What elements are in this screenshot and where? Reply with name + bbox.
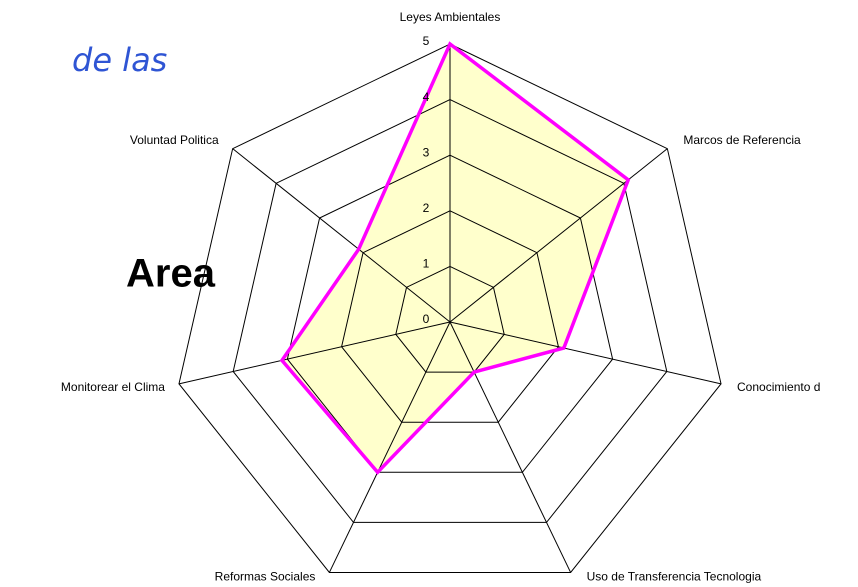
annotation: de las xyxy=(72,41,167,79)
axis-spoke xyxy=(449,321,572,573)
r-tick-label: 3 xyxy=(423,145,430,159)
category-label: Uso de Transferencia Tecnologia xyxy=(587,570,762,584)
r-tick-label: 1 xyxy=(423,257,430,271)
annotation: Area xyxy=(126,252,216,296)
grid-line xyxy=(395,265,505,373)
axis-spoke xyxy=(178,321,451,385)
category-label: Voluntad Politica xyxy=(130,133,219,147)
r-tick-label: 0 xyxy=(423,312,430,326)
grid-line xyxy=(232,99,668,523)
r-tick-label: 5 xyxy=(423,34,430,48)
category-label: Marcos de Referencia xyxy=(683,133,801,147)
axis-spoke xyxy=(328,321,451,573)
category-label: Conocimiento d xyxy=(737,380,820,394)
axis-spoke xyxy=(449,321,722,385)
axis-spoke xyxy=(449,148,668,323)
category-label: Leyes Ambientales xyxy=(400,10,501,24)
r-tick-label: 4 xyxy=(423,90,430,104)
r-tick-label: 2 xyxy=(423,201,430,215)
grid-line xyxy=(341,210,559,423)
axis-spoke xyxy=(232,148,451,323)
category-label: Monitorear el Clima xyxy=(61,380,165,394)
category-label: Reformas Sociales xyxy=(215,570,316,584)
area xyxy=(281,44,629,473)
line xyxy=(279,41,631,475)
grid-line xyxy=(286,154,614,473)
grid-line xyxy=(178,43,722,573)
